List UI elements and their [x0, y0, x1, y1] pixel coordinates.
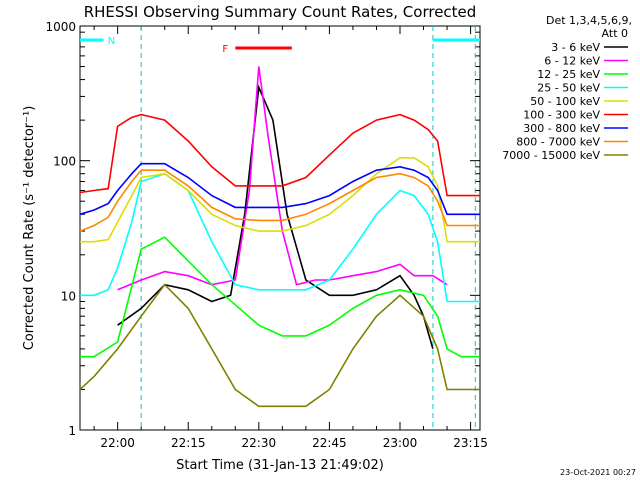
series-line [80, 172, 480, 303]
y-tick-label: 10 [61, 289, 76, 303]
legend-header-line: Att 0 [602, 27, 628, 40]
series-line [117, 84, 434, 350]
x-tick-label: 22:15 [171, 436, 206, 450]
status-bar-label: F [222, 44, 228, 55]
x-axis-label: Start Time (31-Jan-13 21:49:02) [176, 458, 384, 473]
chart-title: RHESSI Observing Summary Count Rates, Co… [84, 3, 477, 21]
x-tick-label: 23:00 [383, 436, 418, 450]
legend-entry: 12 - 25 keV [537, 68, 600, 81]
legend-entry: 50 - 100 keV [530, 95, 600, 108]
y-tick-label: 1000 [45, 20, 76, 34]
legend-entry: 7000 - 15000 keV [502, 149, 600, 162]
legend-entry: 100 - 300 keV [523, 109, 600, 122]
y-tick-label: 1 [68, 424, 76, 438]
legend-entry: 3 - 6 keV [551, 41, 600, 54]
status-bar-label: N [108, 36, 115, 47]
footer-timestamp: 23-Oct-2021 00:27 [560, 468, 636, 477]
y-axis-label: Corrected Count Rate (s⁻¹ detector⁻¹) [22, 106, 37, 351]
legend-header-line: Det 1,3,4,5,6,9, [546, 14, 632, 27]
series-line [80, 157, 480, 243]
x-tick-label: 22:30 [242, 436, 277, 450]
series-line [79, 169, 480, 232]
series-line [79, 113, 480, 197]
y-tick-label: 100 [53, 155, 76, 169]
x-tick-label: 22:00 [100, 436, 135, 450]
series-line [79, 162, 480, 216]
legend-entry: 300 - 800 keV [523, 122, 600, 135]
series-line [80, 236, 480, 358]
series-line [79, 283, 480, 408]
plot-frame [79, 25, 481, 431]
x-tick-label: 22:45 [312, 436, 347, 450]
x-tick-label: 23:15 [453, 436, 488, 450]
legend-entry: 25 - 50 keV [537, 82, 600, 95]
legend-entry: 6 - 12 keV [544, 55, 600, 68]
legend-entry: 800 - 7000 keV [516, 136, 600, 149]
